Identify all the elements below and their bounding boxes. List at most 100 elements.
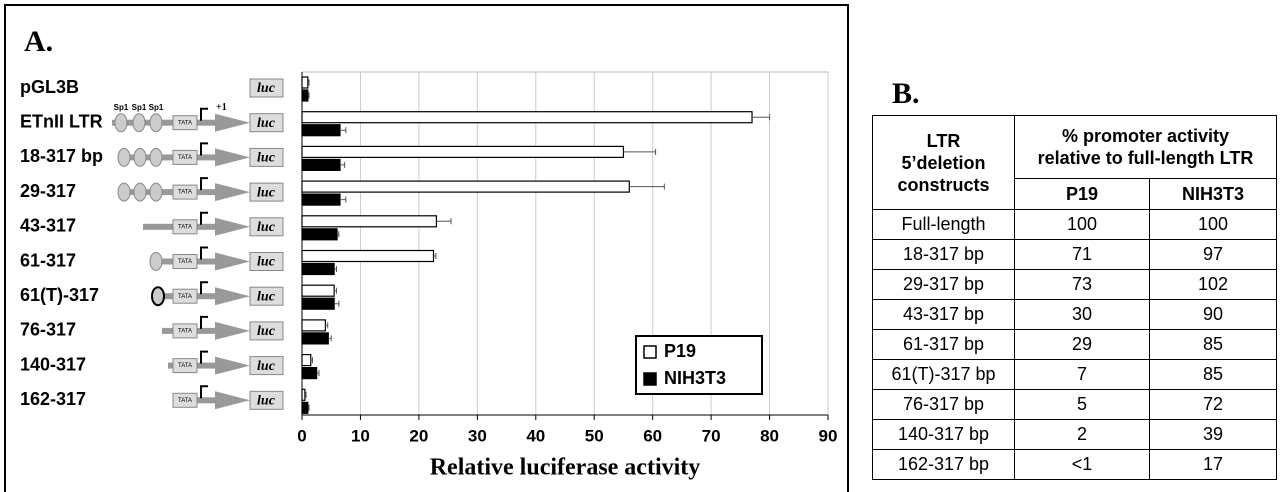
- sp1-label: Sp1: [149, 103, 164, 112]
- arrow: [215, 356, 250, 375]
- error-bar: [339, 127, 347, 134]
- x-tick-label: 60: [643, 426, 662, 445]
- category-label: pGL3B: [20, 77, 79, 97]
- tata-box: [172, 115, 198, 131]
- bar: [301, 319, 326, 332]
- error-bar: [337, 231, 340, 238]
- luc-label: luc: [257, 116, 276, 131]
- tata-label: TATA: [178, 259, 192, 265]
- tata-box: [172, 358, 198, 374]
- error-bar: [433, 253, 437, 259]
- luc-label: luc: [257, 151, 276, 166]
- bar: [301, 401, 309, 414]
- x-tick-label: 90: [819, 426, 838, 445]
- table-row: 61(T)-317 bp 7 85: [872, 359, 1277, 390]
- x-tick-label: 50: [585, 426, 604, 445]
- table-row: Full-length 100 100: [872, 209, 1277, 240]
- x-tick-label: 20: [409, 426, 428, 445]
- luc-label: luc: [257, 289, 276, 304]
- panel-label: A.: [24, 25, 53, 58]
- bar: [301, 111, 753, 124]
- sp1-label: Sp1: [114, 103, 129, 112]
- category-label: 18-317 bp: [20, 146, 103, 166]
- sp1-site: [117, 182, 131, 202]
- legend-box: [635, 335, 763, 395]
- bar: [301, 367, 318, 380]
- table-row: 140-317 bp 2 39: [872, 419, 1277, 450]
- luc-box: [249, 286, 284, 306]
- bar: [301, 145, 625, 158]
- bar: [301, 228, 338, 241]
- tata-label: TATA: [178, 398, 192, 404]
- start-label: +1: [216, 102, 227, 113]
- error-bar: [316, 370, 320, 377]
- start-arrow: [200, 350, 208, 364]
- table-cell: 162-317 bp: [872, 449, 1015, 480]
- legend-label: NIH3T3: [664, 368, 726, 388]
- x-tick-label: 70: [702, 426, 721, 445]
- category-label: 61(T)-317: [20, 285, 99, 305]
- bar: [301, 332, 329, 345]
- table-cell: 18-317 bp: [872, 239, 1015, 270]
- luc-box: [249, 321, 284, 341]
- table-row: 162-317 bp <1 17: [872, 449, 1277, 480]
- error-bar: [436, 218, 452, 225]
- start-arrow: [200, 281, 208, 295]
- error-bar: [307, 92, 310, 99]
- table-cell: 61-317 bp: [872, 329, 1015, 360]
- error-bar: [334, 266, 337, 272]
- sp1-site: [149, 113, 163, 133]
- table-cell: 30: [1014, 299, 1150, 330]
- luc-box: [249, 78, 284, 98]
- sp1-site: [133, 182, 147, 202]
- table-row: 61-317 bp 29 85: [872, 329, 1277, 360]
- bar: [301, 180, 630, 193]
- table-cell: 5: [1014, 389, 1150, 420]
- tata-label: TATA: [178, 294, 192, 300]
- panel-frame: [4, 4, 849, 492]
- arrow: [215, 217, 250, 236]
- start-arrow: [200, 177, 208, 191]
- category-label: 140-317: [20, 354, 86, 374]
- table-cell: 102: [1149, 269, 1277, 300]
- tata-box: [172, 323, 198, 339]
- luc-box: [249, 252, 284, 271]
- luc-box: [249, 217, 284, 237]
- x-tick-label: 80: [760, 426, 779, 445]
- tata-label: TATA: [178, 224, 192, 230]
- legend-swatch: [643, 345, 657, 359]
- table-row: 29-317 bp 73 102: [872, 269, 1277, 300]
- header-cell: % promoter activity relative to full-len…: [1014, 115, 1277, 179]
- arrow: [215, 113, 250, 132]
- table-cell: 140-317 bp: [872, 419, 1015, 450]
- x-tick-label: 30: [468, 426, 487, 445]
- sp1-site: [149, 182, 163, 202]
- table-cell: 76-317 bp: [872, 389, 1015, 420]
- luc-box: [249, 147, 284, 167]
- tata-box: [172, 288, 198, 304]
- error-bar: [339, 196, 347, 203]
- table-cell: 85: [1149, 359, 1277, 390]
- tata-label: TATA: [178, 120, 192, 126]
- bar: [301, 284, 335, 297]
- table-cell: 97: [1149, 239, 1277, 270]
- sp1-site: [149, 252, 163, 271]
- error-bar: [339, 161, 346, 168]
- error-bar: [307, 404, 310, 411]
- arrow: [215, 183, 250, 202]
- category-label: ETnII LTR: [20, 111, 103, 131]
- category-label: 61-317: [20, 250, 76, 270]
- sp1-site: [114, 113, 128, 133]
- tata-box: [172, 254, 198, 269]
- luc-label: luc: [257, 359, 276, 374]
- luc-box: [249, 390, 284, 410]
- table-cell: 29: [1014, 329, 1150, 360]
- error-bar: [304, 391, 307, 398]
- legend-swatch: [643, 372, 657, 386]
- header-cell: LTR 5’deletion constructs: [872, 115, 1015, 210]
- arrow: [215, 391, 250, 410]
- table-cell: Full-length: [872, 209, 1015, 240]
- legend-label: P19: [664, 341, 696, 361]
- table-cell: 29-317 bp: [872, 269, 1015, 300]
